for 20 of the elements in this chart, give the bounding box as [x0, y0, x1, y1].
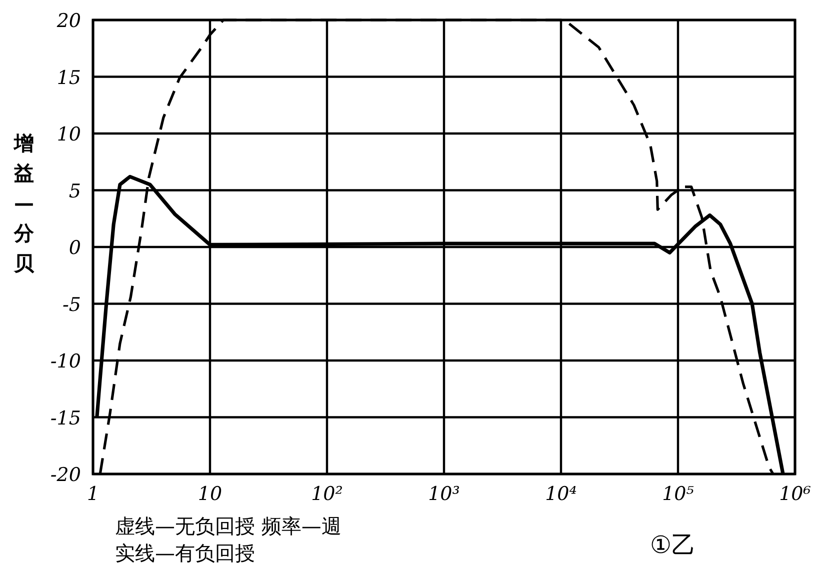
- y-tick-label: 15: [56, 66, 81, 89]
- y-tick-label: 5: [68, 180, 81, 202]
- x-tick-label: 10³: [428, 483, 460, 505]
- text: 虚线—无负回授 频率—週: [115, 514, 342, 538]
- x-tick-label: 10: [198, 483, 222, 505]
- x-tick-label: 10⁶: [779, 483, 812, 505]
- x-tick-label: 10²: [311, 483, 343, 505]
- y-tick-label: -15: [50, 407, 81, 430]
- y-tick-label: -5: [62, 294, 81, 316]
- text: 实线—有负回授: [115, 541, 255, 565]
- text: ①乙: [650, 531, 696, 559]
- x-tick-label: 10⁵: [662, 483, 694, 505]
- x-tick-label: 10⁴: [545, 483, 577, 505]
- y-tick-label: -10: [50, 350, 81, 372]
- y-axis-title: 增益—分贝: [13, 131, 35, 275]
- y-tick-label: 0: [68, 237, 81, 259]
- x-tick-label: 1: [86, 483, 100, 505]
- y-tick-label: 20: [56, 10, 81, 32]
- y-tick-label: 10: [56, 124, 81, 146]
- y-tick-label: -20: [50, 464, 81, 486]
